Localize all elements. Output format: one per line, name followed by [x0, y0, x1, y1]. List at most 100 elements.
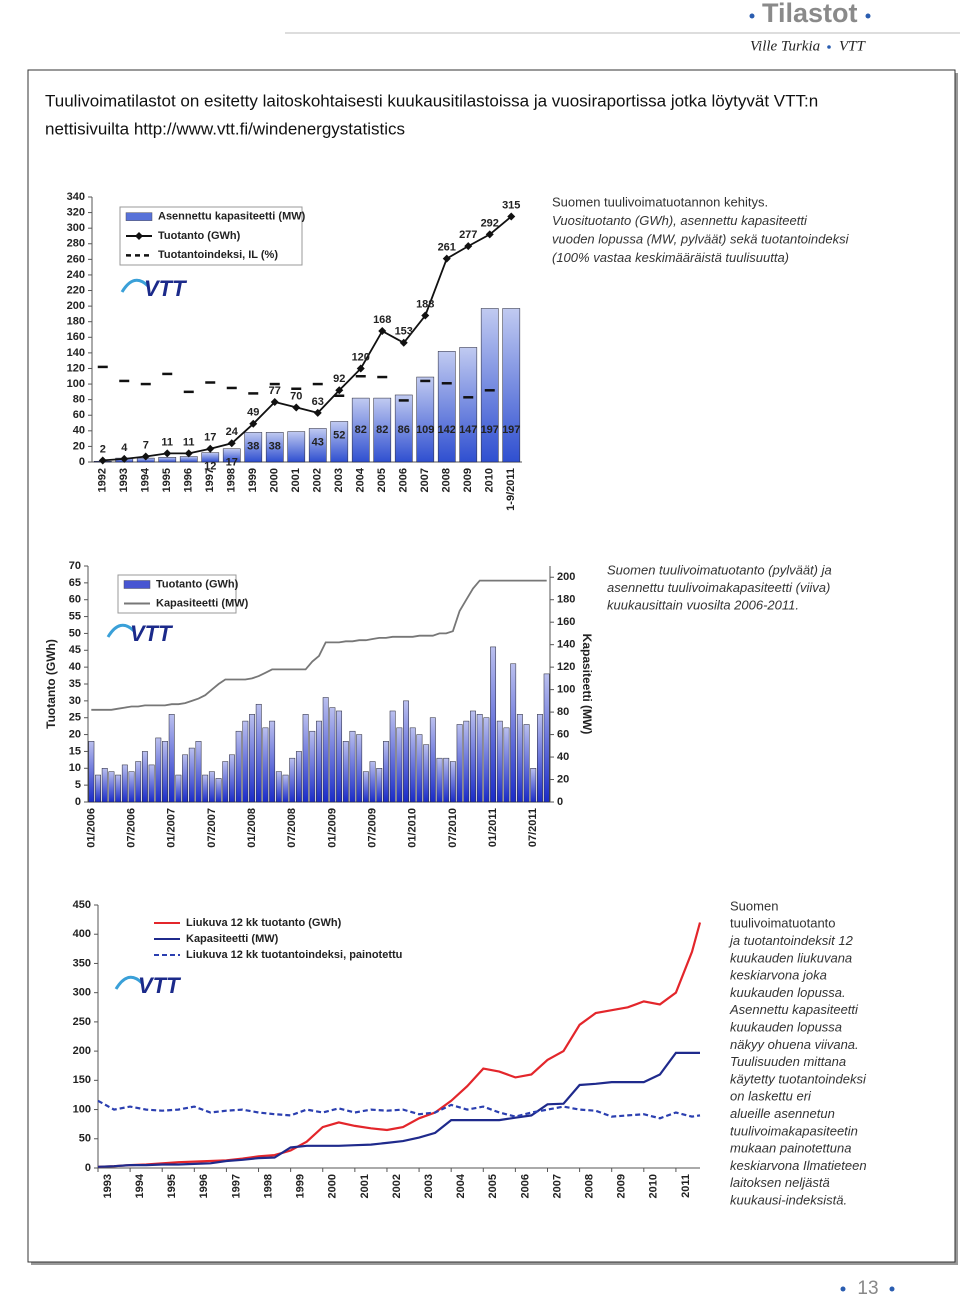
bar-value-label: 43 [312, 436, 324, 448]
legend-label: Asennettu kapasiteetti (MW) [158, 211, 306, 223]
bar [463, 720, 470, 803]
x-tick-label: 1997 [230, 1174, 242, 1198]
x-tick-label: 01/2008 [246, 808, 258, 848]
line-marker [378, 327, 387, 336]
bar [330, 421, 349, 463]
chart-caption: Suomen tuulivoimatuotannon kehitys. [552, 194, 768, 209]
y2-tick-label: 0 [557, 796, 563, 808]
y-tick-label: 20 [73, 440, 85, 452]
y-tick-label: 35 [69, 678, 81, 690]
bar [162, 741, 168, 803]
y-tick-label: 350 [73, 957, 91, 969]
x-tick-label: 2009 [616, 1174, 628, 1198]
y-tick-label: 100 [73, 1103, 91, 1115]
x-tick-label: 1-9/2011 [505, 468, 517, 511]
legend-swatch [125, 212, 153, 221]
y-axis-label: Tuotanto (GWh) [44, 639, 58, 729]
bar [309, 730, 316, 803]
y-tick-label: 240 [67, 269, 85, 281]
bar [275, 771, 282, 803]
bar [282, 774, 289, 803]
y-tick-label: 250 [73, 1016, 91, 1028]
bar [115, 774, 122, 803]
bar [255, 703, 262, 803]
bar [443, 757, 450, 803]
bar [289, 757, 296, 803]
bar [175, 774, 182, 803]
legend-label: Liukuva 12 kk tuotantoindeksi, painotett… [186, 949, 402, 961]
x-tick-label: 01/2007 [166, 808, 178, 848]
series-line [97, 1099, 701, 1120]
bar [510, 663, 517, 803]
x-tick-label: 1995 [161, 468, 173, 492]
line-value-label: 153 [395, 326, 413, 338]
bar [394, 394, 413, 463]
line-marker [184, 449, 193, 458]
bar [308, 428, 327, 463]
bar [336, 710, 343, 803]
bar [476, 714, 483, 803]
y2-tick-label: 120 [557, 661, 575, 673]
bar [523, 724, 530, 803]
bar [262, 727, 269, 803]
x-tick-label: 2008 [441, 468, 453, 492]
line-value-label: 120 [352, 351, 370, 363]
x-tick-label: 1993 [102, 1174, 114, 1198]
chart-caption: kuukauden lopussa [730, 1020, 842, 1035]
bar [530, 768, 537, 803]
bar [349, 730, 356, 803]
x-tick-label: 2003 [423, 1174, 435, 1198]
bar [329, 707, 336, 803]
chart-caption: Suomen [730, 898, 778, 913]
line-marker [464, 242, 473, 251]
y-tick-label: 120 [67, 362, 85, 374]
chart-caption: laitoksen neljästä [730, 1175, 830, 1190]
bar [516, 714, 523, 803]
bar [195, 741, 202, 803]
x-tick-label: 2005 [487, 1174, 499, 1198]
bar [168, 714, 175, 803]
bar [101, 768, 108, 803]
bar-value-label: 17 [226, 457, 238, 469]
line-marker [270, 397, 279, 406]
series-line [97, 1051, 700, 1168]
y2-tick-label: 20 [557, 773, 569, 785]
x-tick-label: 01/2010 [407, 808, 419, 848]
bar-value-label: 109 [416, 424, 434, 436]
bar [470, 710, 476, 803]
bar [222, 761, 229, 803]
y-tick-label: 25 [69, 712, 81, 724]
logo: VTT [138, 973, 181, 998]
line-marker [442, 254, 451, 263]
bar-value-label: 142 [438, 424, 456, 436]
line-marker [313, 408, 322, 417]
intro-line: nettisivuilta http://www.vtt.fi/windener… [45, 119, 405, 138]
intro-line: Tuulivoimatilastot on esitetty laitoskoh… [45, 91, 818, 110]
x-tick-label: 2002 [312, 468, 324, 492]
line-value-label: 11 [161, 436, 173, 448]
x-tick-label: 2006 [519, 1174, 531, 1198]
x-tick-label: 2011 [680, 1174, 692, 1198]
line-marker [399, 338, 408, 347]
x-tick-label: 07/2011 [527, 808, 539, 847]
bar [490, 646, 497, 803]
chart-caption: Asennettu kapasiteetti [729, 1002, 859, 1017]
x-tick-label: 1992 [97, 468, 109, 492]
x-tick-label: 07/2007 [206, 808, 218, 848]
bar [436, 757, 443, 803]
bar [456, 724, 463, 803]
bar [95, 774, 101, 803]
bar [135, 761, 142, 803]
line-value-label: 2 [100, 443, 106, 455]
y-tick-label: 340 [67, 191, 85, 203]
x-tick-label: 01/2011 [487, 808, 499, 847]
bar [269, 720, 276, 803]
bar [423, 744, 430, 803]
bar [244, 432, 263, 463]
bar [369, 761, 376, 803]
y-tick-label: 150 [73, 1074, 91, 1086]
bar [389, 710, 396, 803]
bar [376, 768, 383, 803]
x-tick-label: 2006 [398, 468, 410, 492]
